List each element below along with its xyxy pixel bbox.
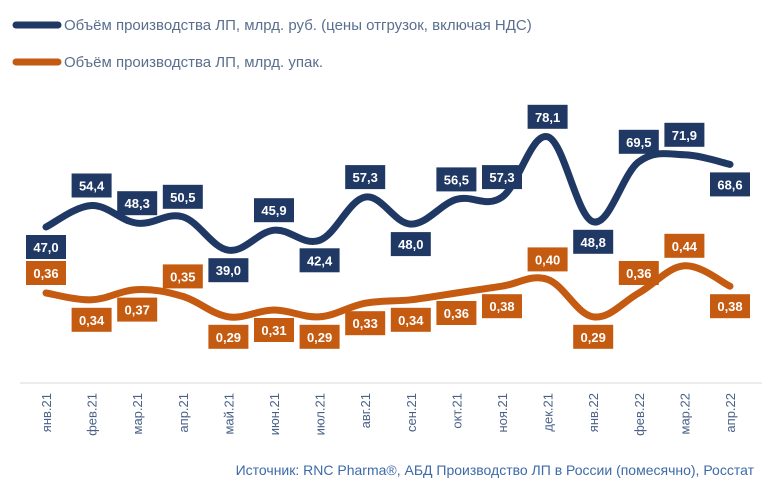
data-label-box xyxy=(162,264,203,289)
data-label-box xyxy=(162,184,203,209)
data-label-box xyxy=(527,104,568,129)
data-label-box xyxy=(299,324,340,349)
data-label-box xyxy=(573,324,614,349)
data-label: 78,1 xyxy=(535,110,560,125)
x-tick-label: апр.22 xyxy=(723,393,738,433)
data-label: 0,29 xyxy=(307,330,332,345)
data-label: 48,0 xyxy=(398,237,423,252)
data-label-box xyxy=(710,294,750,319)
data-label: 39,0 xyxy=(216,263,241,278)
data-label-box xyxy=(71,173,112,198)
x-tick-label: июн.21 xyxy=(267,393,282,435)
x-tick-label: апр.21 xyxy=(176,393,191,433)
data-label-box xyxy=(618,261,659,285)
data-label: 47,0 xyxy=(33,240,58,255)
x-tick-label: фев.22 xyxy=(632,393,647,436)
series-line-1 xyxy=(42,262,734,321)
data-label: 0,29 xyxy=(216,330,241,345)
data-label-box xyxy=(527,247,568,272)
data-label-box xyxy=(390,232,431,257)
series-0: 47,0 54,4 48,3 50,5 39,0 45,9 42,4 57,3 48,0 56,5… xyxy=(26,104,750,283)
data-label: 0,33 xyxy=(353,316,378,331)
data-label-box xyxy=(345,165,386,190)
data-label-box xyxy=(254,318,294,342)
x-tick-label: дек.21 xyxy=(541,393,556,432)
data-label: 48,3 xyxy=(125,196,150,211)
data-label: 0,40 xyxy=(535,252,560,267)
data-label: 48,8 xyxy=(581,235,606,250)
data-label: 45,9 xyxy=(261,203,286,218)
data-label-box xyxy=(26,235,66,259)
data-label: 0,44 xyxy=(672,239,698,254)
x-tick-label: май.21 xyxy=(221,393,236,435)
x-tick-label: мар.21 xyxy=(130,393,145,434)
data-label-box xyxy=(71,307,112,332)
series-layer: 47,0 54,4 48,3 50,5 39,0 45,9 42,4 57,3 48,0 56,5… xyxy=(26,104,750,349)
data-label: 0,38 xyxy=(717,299,742,314)
data-label: 0,36 xyxy=(444,306,469,321)
data-label: 0,29 xyxy=(581,330,606,345)
data-label-box xyxy=(117,191,158,216)
data-label-box xyxy=(254,198,294,223)
x-tick-label: янв.22 xyxy=(586,393,601,432)
data-label: 50,5 xyxy=(170,190,195,205)
x-tick-label: ноя.21 xyxy=(495,393,510,433)
x-axis-ticks: янв.21 фев.21 мар.21 апр.21 май.21 июн.21 июл.… xyxy=(39,393,738,436)
legend: Объём производства ЛП, млрд. руб. (цены … xyxy=(12,17,532,71)
x-tick-label: фев.21 xyxy=(85,393,100,436)
legend-label-rub: Объём производства ЛП, млрд. руб. (цены … xyxy=(64,17,532,34)
data-label: 42,4 xyxy=(307,253,333,268)
data-label-box xyxy=(299,248,340,273)
data-label-box xyxy=(482,165,522,190)
data-label-box xyxy=(390,307,431,332)
data-label: 0,37 xyxy=(125,303,150,318)
data-label-box xyxy=(436,301,477,325)
x-tick-label: сен.21 xyxy=(404,393,419,432)
data-label-box xyxy=(573,229,614,254)
data-label: 0,31 xyxy=(261,323,286,338)
data-label-box xyxy=(345,311,386,336)
data-label-box xyxy=(208,258,249,283)
data-label: 69,5 xyxy=(626,135,651,150)
data-label: 71,9 xyxy=(672,128,697,143)
x-tick-label: окт.21 xyxy=(449,393,464,429)
data-label: 57,3 xyxy=(489,170,514,185)
data-label-box xyxy=(710,172,750,197)
source-note: Источник: RNC Pharma®, АБД Производство … xyxy=(235,462,754,478)
data-label-box xyxy=(436,167,477,192)
data-label: 68,6 xyxy=(717,177,742,192)
x-tick-label: янв.21 xyxy=(39,393,54,432)
data-label: 57,3 xyxy=(353,170,378,185)
data-label-box xyxy=(26,261,66,285)
data-label-box xyxy=(117,297,158,322)
x-tick-label: мар.22 xyxy=(677,393,692,434)
data-label: 56,5 xyxy=(444,172,469,187)
data-label-box xyxy=(618,129,659,154)
x-tick-label: авг.21 xyxy=(358,393,373,428)
series-1: 0,36 0,34 0,37 0,35 0,29 0,31 0,29 0,33 0,34 0,36… xyxy=(26,233,750,349)
data-label-box xyxy=(208,324,249,349)
data-label: 0,34 xyxy=(398,313,424,328)
data-label: 54,4 xyxy=(79,179,105,194)
data-label: 0,36 xyxy=(33,266,58,281)
data-label-box xyxy=(664,233,705,258)
data-label: 0,36 xyxy=(626,266,651,281)
data-label: 0,34 xyxy=(79,313,105,328)
data-label: 0,35 xyxy=(170,269,195,284)
x-tick-label: июл.21 xyxy=(313,393,328,435)
data-label-box xyxy=(482,294,522,319)
data-label-box xyxy=(664,122,705,147)
data-label: 0,38 xyxy=(489,299,514,314)
series-line-0 xyxy=(42,133,734,254)
legend-label-pack: Объём производства ЛП, млрд. упак. xyxy=(64,54,323,71)
